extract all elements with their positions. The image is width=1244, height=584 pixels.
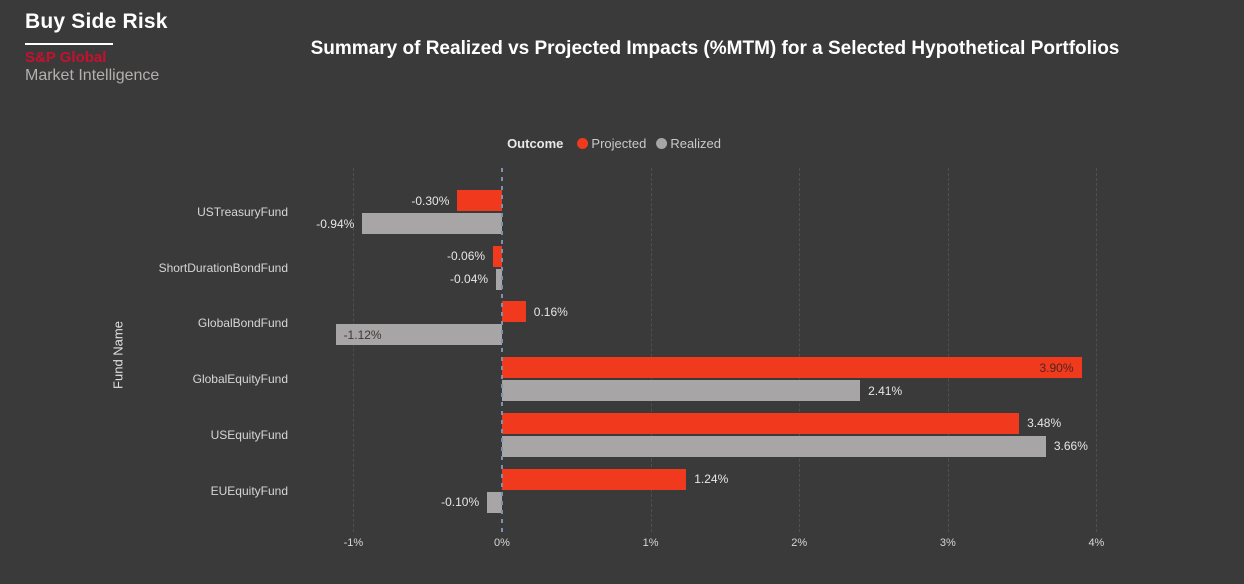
category-label-GlobalBondFund: GlobalBondFund	[197, 316, 288, 331]
legend-item-label: Realized	[670, 136, 721, 151]
category-label-ShortDurationBondFund: ShortDurationBondFund	[158, 260, 288, 275]
zero-axis-line	[501, 168, 503, 532]
bar-value-projected-ShortDurationBondFund: -0.06%	[447, 249, 486, 264]
bar-value-realized-GlobalEquityFund: 2.41%	[868, 383, 903, 398]
bar-value-projected-USTreasuryFund: -0.30%	[411, 193, 450, 208]
gridline--1%	[353, 168, 355, 532]
bar-value-realized-ShortDurationBondFund: -0.04%	[450, 272, 489, 287]
x-tick-1%: 1%	[642, 537, 659, 549]
bar-realized-GlobalEquityFund[interactable]	[502, 380, 861, 402]
bar-projected-EUEquityFund[interactable]	[502, 468, 687, 490]
bar-value-realized-EUEquityFund: -0.10%	[441, 495, 480, 509]
app-title: Buy Side Risk	[25, 10, 168, 33]
bar-realized-EUEquityFund[interactable]	[487, 491, 502, 513]
legend-item-realized[interactable]: Realized	[656, 136, 721, 151]
legend-title: Outcome	[507, 136, 564, 151]
chart-legend: Outcome Projected Realized	[507, 136, 721, 151]
bar-value-projected-USEquityFund: 3.48%	[1027, 416, 1062, 431]
gridline-1%	[650, 168, 652, 532]
bar-realized-GlobalBondFund[interactable]	[335, 324, 502, 346]
bar-realized-ShortDurationBondFund[interactable]	[496, 268, 502, 290]
bar-value-realized-USEquityFund: 3.66%	[1053, 439, 1088, 454]
category-label-USEquityFund: USEquityFund	[210, 427, 288, 442]
bar-projected-GlobalBondFund[interactable]	[502, 301, 526, 323]
bar-realized-USEquityFund[interactable]	[502, 435, 1046, 457]
gridline-4%	[1096, 168, 1098, 532]
x-tick-2%: 2%	[791, 537, 808, 549]
bar-projected-USEquityFund[interactable]	[502, 412, 1020, 434]
bar-value-realized-USTreasuryFund: -0.94%	[316, 216, 355, 231]
category-label-USTreasuryFund: USTreasuryFund	[197, 205, 288, 219]
legend-item-label: Projected	[591, 136, 647, 151]
category-label-GlobalEquityFund: GlobalEquityFund	[192, 372, 288, 387]
chart-title: Summary of Realized vs Projected Impacts…	[310, 38, 1120, 59]
x-tick-4%: 4%	[1088, 537, 1105, 549]
x-tick-0%: 0%	[494, 537, 510, 549]
x-tick--1%: -1%	[343, 537, 364, 549]
gridline-3%	[947, 168, 949, 532]
bar-projected-ShortDurationBondFund[interactable]	[493, 245, 502, 267]
x-tick-3%: 3%	[939, 537, 956, 549]
bar-value-projected-GlobalBondFund: 0.16%	[533, 304, 568, 319]
projected-dot-icon	[577, 138, 589, 149]
bar-realized-USTreasuryFund[interactable]	[362, 213, 502, 234]
bar-value-projected-GlobalEquityFund: 3.90%	[1039, 360, 1074, 375]
bar-projected-USTreasuryFund[interactable]	[457, 190, 502, 211]
gridline-2%	[799, 168, 801, 532]
bar-value-projected-EUEquityFund: 1.24%	[694, 472, 729, 486]
bar-value-realized-GlobalBondFund: -1.12%	[343, 327, 382, 342]
realized-dot-icon	[656, 138, 668, 149]
brand-division: Market Intelligence	[25, 67, 160, 84]
brand-company: S&P Global	[25, 49, 107, 66]
legend-item-projected[interactable]: Projected	[577, 136, 646, 151]
brand-divider	[25, 43, 113, 45]
brand-logo: Buy Side Risk S&P Global Market Intellig…	[25, 10, 168, 85]
bar-projected-GlobalEquityFund[interactable]	[502, 357, 1082, 379]
category-label-EUEquityFund: EUEquityFund	[210, 483, 288, 498]
